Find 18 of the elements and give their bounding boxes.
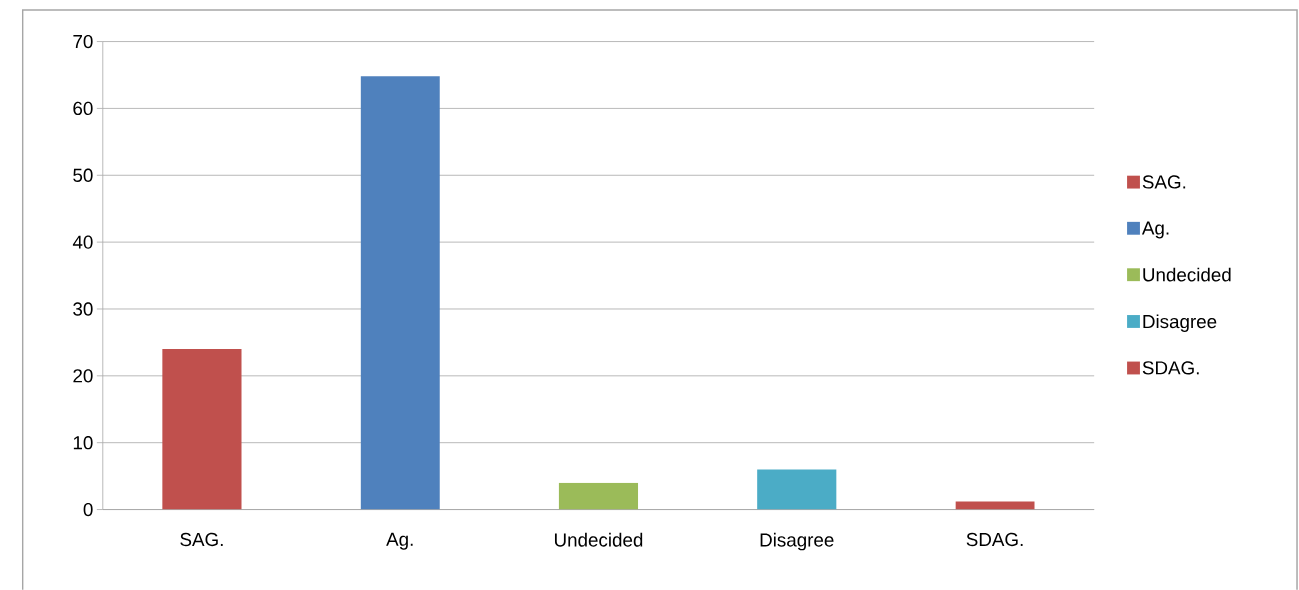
y-tick-label: 50 [73,168,93,183]
x-tick-label: Ag. [386,532,413,550]
y-tick-label: 30 [73,302,93,316]
x-tick-label: SAG. [180,532,223,547]
legend-label: Undecided [1143,267,1231,282]
legend-label: SDAG. [1142,361,1199,375]
y-tick-label: 20 [73,369,93,383]
y-tick-label: 10 [73,436,93,450]
y-tick-label: 40 [72,235,93,249]
y-tick-label: 0 [83,503,93,517]
legend-label: Disagree [1143,314,1217,333]
x-tick-label: Disagree [760,532,834,551]
y-tick-label: 60 [73,101,93,116]
y-tick-label: 70 [73,35,93,49]
x-tick-label: Undecided [554,532,643,547]
legend-label: SAG. [1142,175,1186,189]
x-tick-label: SDAG. [966,532,1023,547]
legend-label: Ag. [1141,221,1169,239]
